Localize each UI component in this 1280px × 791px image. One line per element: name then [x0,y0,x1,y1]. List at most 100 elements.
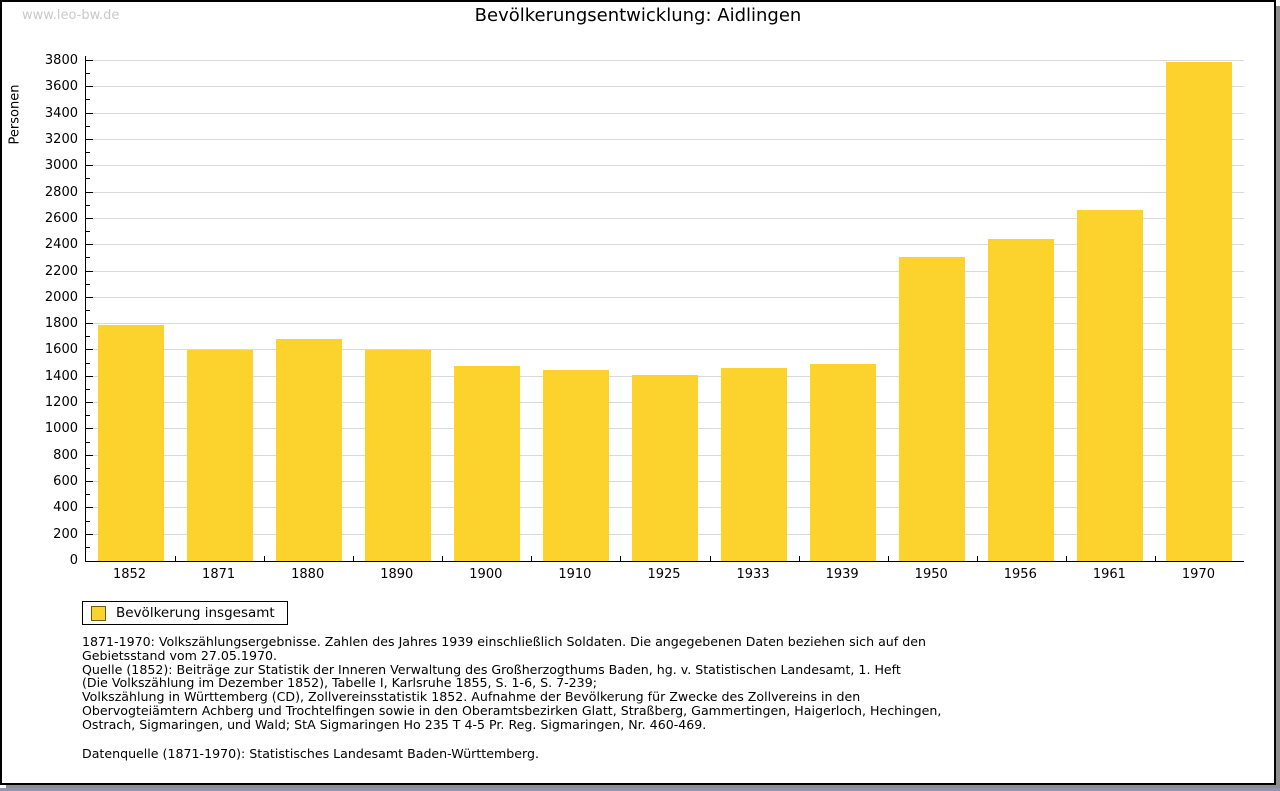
y-major-tick [86,86,93,88]
y-minor-tick [86,415,90,417]
x-boundary-tick [1154,556,1156,561]
y-tick-label: 1800 [44,316,78,332]
y-tick-label: 600 [53,474,78,490]
x-boundary-tick [620,556,622,561]
footnote-line: (Die Volkszählung im Dezember 1852), Tab… [82,675,597,691]
x-tick-label: 1956 [1003,567,1037,582]
y-major-tick [86,533,93,535]
legend: Bevölkerung insgesamt [82,601,288,625]
footnote-line: Volkszählung in Württemberg (CD), Zollve… [82,689,861,705]
x-boundary-tick [175,556,177,561]
x-boundary-tick [976,556,978,561]
y-major-tick [86,217,93,219]
x-tick-label: 1890 [380,567,414,582]
bar-1852 [97,325,164,561]
gridline [86,86,1244,88]
y-major-tick [86,428,93,430]
gridline [86,296,1244,298]
y-minor-tick [86,494,90,496]
bar-1910 [542,370,609,561]
bar-1939 [810,364,877,561]
y-major-tick [86,270,93,272]
y-minor-tick [86,204,90,206]
y-tick-label: 1200 [44,395,78,411]
y-tick-label: 3000 [44,158,78,174]
y-tick-label: 200 [53,526,78,542]
y-tick-label: 400 [53,500,78,516]
y-tick-label: 2400 [44,237,78,253]
gridline [86,165,1244,167]
x-tick-label: 1970 [1181,567,1215,582]
gridline [86,138,1244,140]
bottom-edge [0,788,1280,791]
x-tick-label: 1900 [469,567,503,582]
bar-1933 [721,368,788,561]
y-major-tick [86,454,93,456]
y-major-tick [86,296,93,298]
y-tick-label: 0 [69,553,78,568]
bar-1871 [186,349,253,561]
y-tick-label: 3400 [44,105,78,121]
gridline [86,112,1244,114]
y-major-tick [86,507,93,509]
x-boundary-tick [798,556,800,561]
x-boundary-tick [264,556,266,561]
y-major-tick [86,112,93,114]
x-boundary-tick [353,556,355,561]
y-tick-label: 3200 [44,131,78,147]
footnote-line: Quelle (1852): Beiträge zur Statistik de… [82,661,901,677]
footnote-line: Obervogteiämtern Achberg und Trochtelfin… [82,702,942,718]
y-minor-tick [86,546,90,548]
y-major-tick [86,191,93,193]
x-tick-label: 1939 [825,567,859,582]
legend-swatch-icon [91,605,106,621]
y-minor-tick [86,441,90,443]
footnotes: 1871-1970: Volkszählungsergebnisse. Zahl… [82,635,1182,732]
y-tick-label: 800 [53,447,78,463]
bar-1961 [1077,209,1144,561]
y-tick-label: 2800 [44,184,78,200]
y-major-tick [86,60,93,61]
y-tick-label: 3800 [44,53,78,68]
window-shadow-right [1276,6,1280,788]
y-minor-tick [86,257,90,259]
y-major-tick [86,165,93,167]
y-major-tick [86,481,93,483]
x-boundary-tick [709,556,711,561]
x-tick-label: 1852 [112,567,147,582]
x-boundary-tick [442,556,444,561]
bar-1890 [364,350,431,561]
x-boundary-tick [531,556,533,561]
x-tick-label: 1880 [291,567,325,582]
x-tick-label: 1925 [647,567,681,582]
gridline [86,244,1244,246]
bar-1956 [988,239,1055,561]
y-tick-label: 1400 [44,368,78,384]
y-minor-tick [86,467,90,469]
x-tick-label: 1933 [736,567,770,582]
y-major-tick [86,323,93,325]
y-major-tick [86,349,93,351]
y-major-tick [86,375,93,377]
legend-label: Bevölkerung insgesamt [116,605,275,621]
y-major-tick [86,244,93,246]
footnote-line: Gebietsstand vom 27.05.1970. [82,647,277,663]
y-minor-tick [86,388,90,390]
y-minor-tick [86,310,90,311]
y-minor-tick [86,99,90,101]
y-tick-label: 1600 [44,342,78,358]
y-minor-tick [86,152,90,154]
bar-1950 [899,257,966,561]
y-minor-tick [86,283,90,285]
x-tick-label: 1910 [558,567,592,582]
watermark: www.leo-bw.de [22,8,120,23]
plot-area [85,56,1244,562]
y-minor-tick [86,362,90,364]
bar-1970 [1166,61,1233,561]
y-tick-label: 3600 [44,79,78,95]
gridline [86,323,1244,325]
window-shadow-bottom [6,785,1276,789]
x-boundary-tick [887,556,889,561]
y-tick-label: 1000 [44,421,78,437]
